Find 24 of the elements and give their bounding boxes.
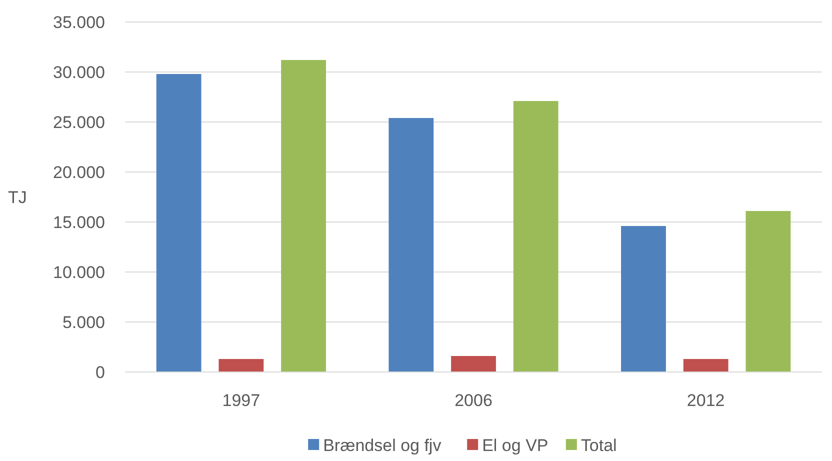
- bar: [746, 211, 791, 372]
- y-tick-label: 30.000: [53, 62, 105, 82]
- legend-label: Total: [580, 436, 617, 455]
- y-tick-label: 15.000: [53, 212, 105, 232]
- y-tick-label: 25.000: [53, 112, 105, 132]
- x-tick-label: 2012: [686, 391, 725, 410]
- y-tick-label: 0: [96, 362, 105, 382]
- bar: [156, 74, 202, 372]
- bar: [218, 359, 264, 372]
- x-tick-label: 2006: [454, 391, 492, 410]
- x-tick-label: 1997: [222, 391, 260, 410]
- bar: [451, 356, 496, 372]
- legend-label: El og VP: [482, 436, 548, 455]
- bar: [388, 118, 434, 372]
- y-tick-label: 35.000: [53, 12, 105, 32]
- bar: [281, 60, 326, 372]
- y-axis-title: TJ: [8, 188, 27, 207]
- y-tick-label: 20.000: [53, 162, 105, 182]
- y-tick-label: 10.000: [53, 262, 105, 282]
- bar: [621, 226, 666, 372]
- bar: [683, 359, 728, 372]
- legend-label: Brændsel og fjv: [323, 436, 442, 455]
- y-tick-label: 5.000: [62, 312, 105, 332]
- bar: [513, 101, 558, 372]
